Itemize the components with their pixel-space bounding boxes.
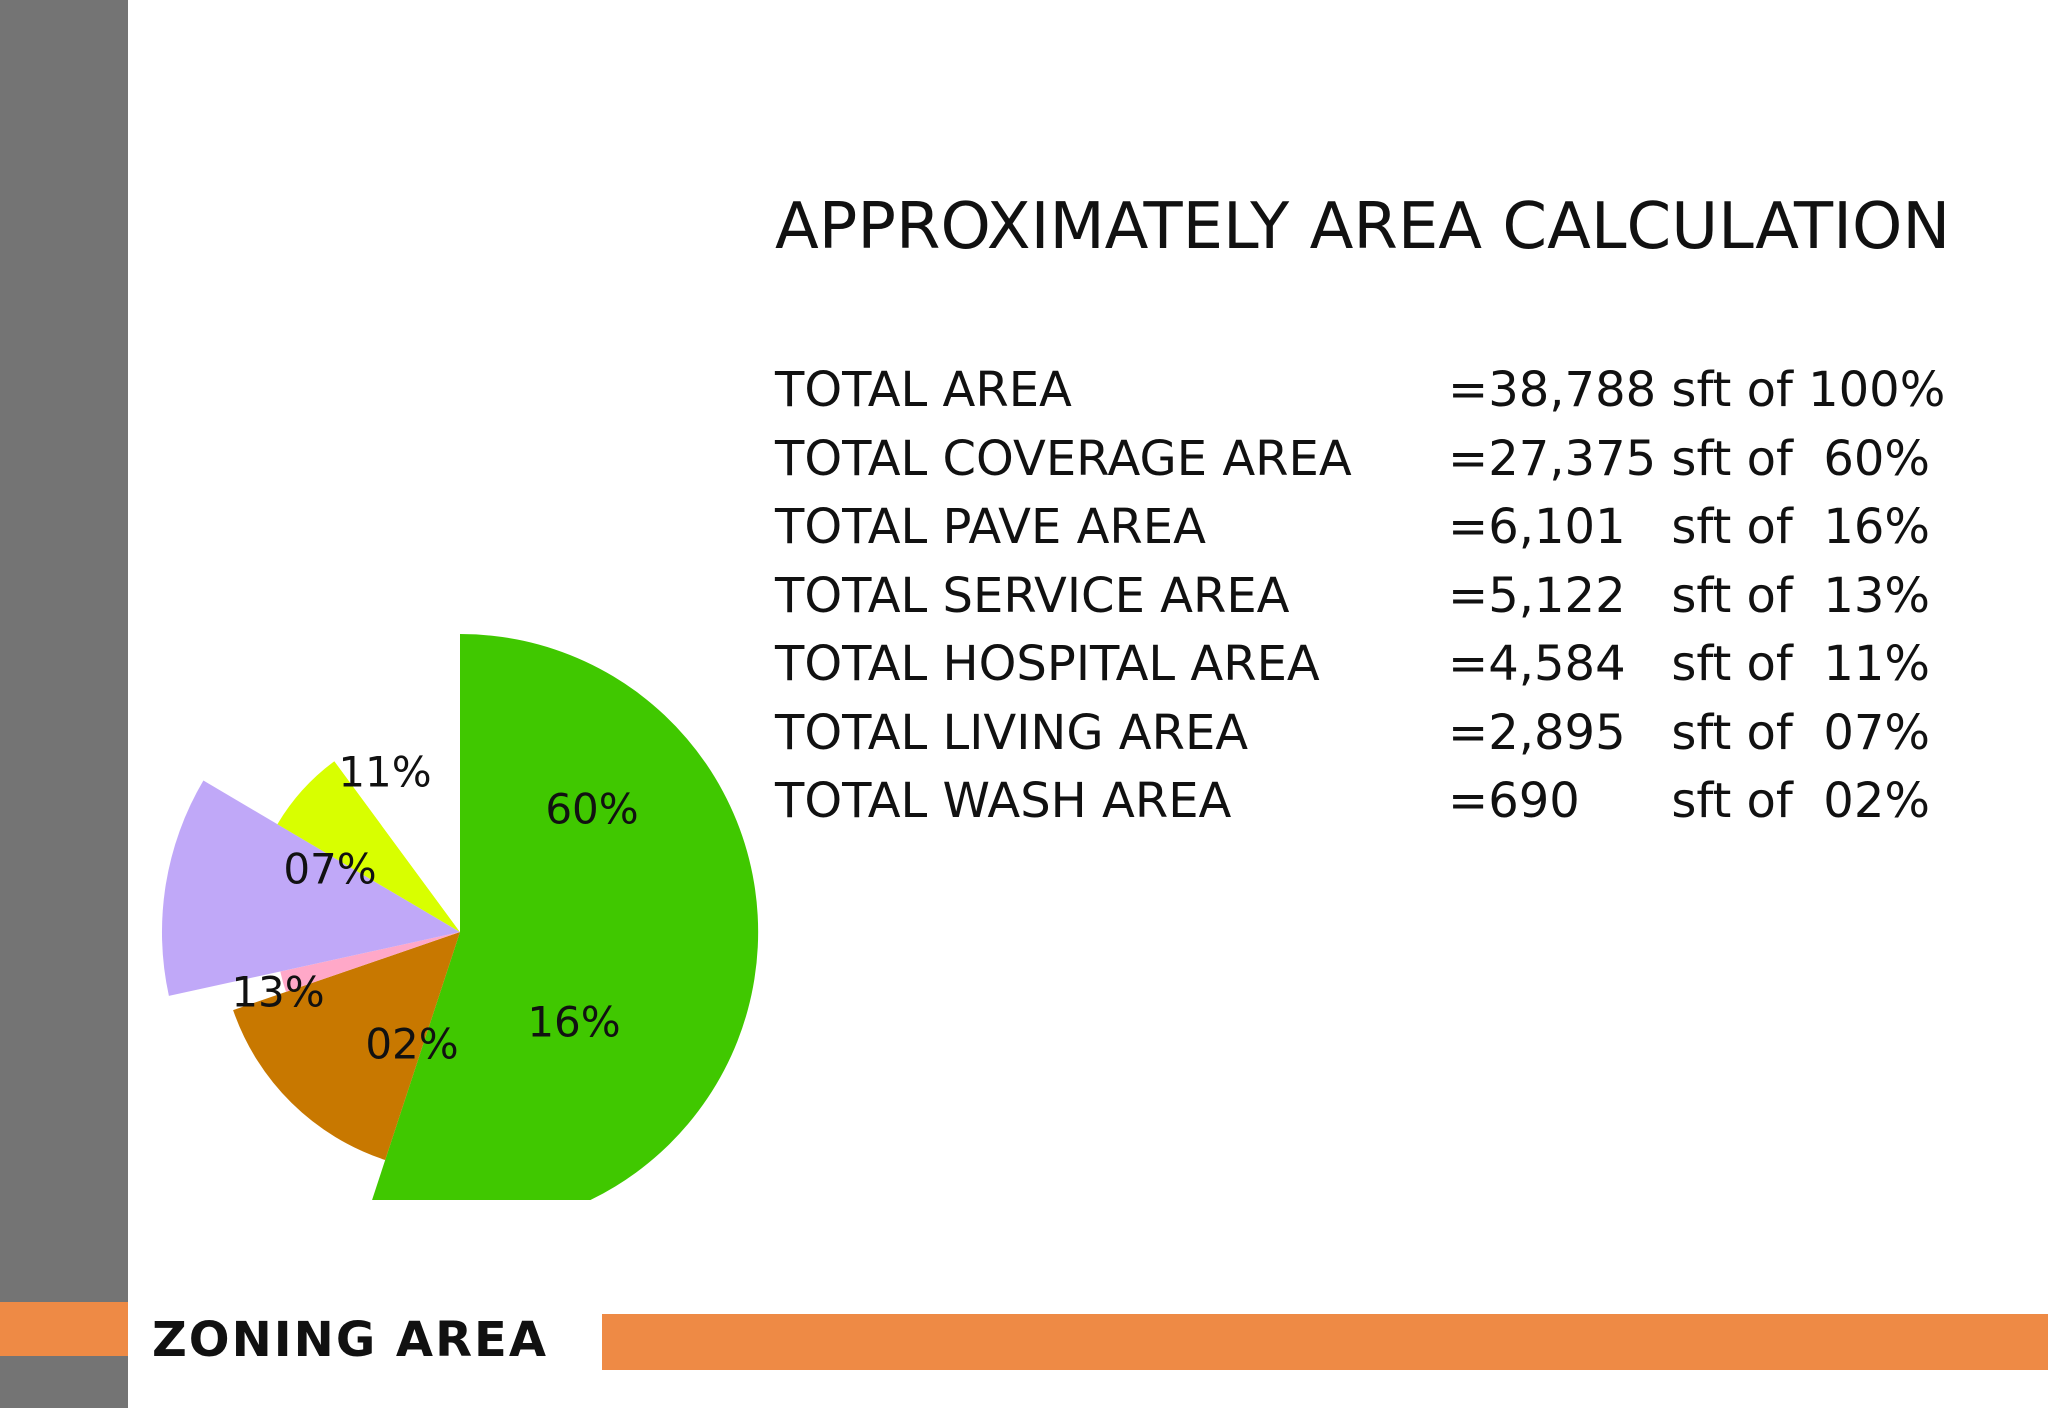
pie-slice-label: 07% <box>283 845 376 894</box>
row-value: =27,375 sft of 60% <box>1448 430 1931 487</box>
pie-slice-label: 02% <box>365 1020 458 1069</box>
pie-slice-07pct <box>277 761 460 932</box>
row-label: TOTAL SERVICE AREA <box>775 567 1290 624</box>
row-value: =690 sft of 02% <box>1448 773 1930 829</box>
pie-slice-60pct <box>372 634 759 1200</box>
left-sidebar-bar <box>0 0 128 1408</box>
pie-slice-02pct <box>280 932 460 992</box>
pie-slice-label: 11% <box>338 748 431 797</box>
zoning-pie-chart: 60% 16% 02% 13% 07% 11% <box>161 634 759 1200</box>
row-label: TOTAL PAVE AREA <box>775 499 1206 555</box>
pie-slice-label: 13% <box>231 968 324 1017</box>
row-value: =6,101 sft of 16% <box>1448 499 1931 555</box>
row-value: =5,122 sft of 13% <box>1448 567 1931 624</box>
footer-accent-bar <box>602 1314 2048 1370</box>
row-label: TOTAL WASH AREA <box>775 773 1232 829</box>
pie-slice-label: 60% <box>545 785 638 834</box>
pie-slice-label: 16% <box>527 998 620 1047</box>
row-label: TOTAL HOSPITAL AREA <box>775 636 1320 692</box>
page-title: APPROXIMATELY AREA CALCULATION <box>775 190 1951 264</box>
row-label: TOTAL COVERAGE AREA <box>775 430 1352 487</box>
row-value: =4,584 sft of 11% <box>1448 636 1931 692</box>
pie-slice-16pct <box>233 932 460 1160</box>
pie-slice-13pct <box>161 780 460 996</box>
footer-title: ZONING AREA <box>152 1312 548 1368</box>
row-label: TOTAL AREA <box>775 362 1072 418</box>
sidebar-accent-block <box>0 1302 128 1356</box>
row-label: TOTAL LIVING AREA <box>775 704 1249 761</box>
row-value: =2,895 sft of 07% <box>1448 704 1931 761</box>
pie-slice-11pct <box>334 720 460 932</box>
row-value: =38,788 sft of 100% <box>1448 362 1946 418</box>
